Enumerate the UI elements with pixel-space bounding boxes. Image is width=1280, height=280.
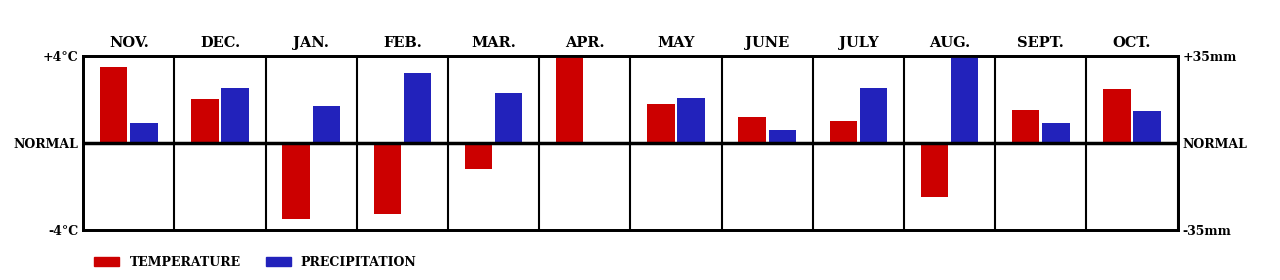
Bar: [283, 143, 310, 219]
Bar: [374, 143, 401, 214]
Bar: [829, 121, 858, 143]
Bar: [1103, 88, 1130, 143]
Bar: [403, 73, 431, 143]
Bar: [1012, 110, 1039, 143]
Bar: [191, 99, 219, 143]
Bar: [768, 130, 796, 143]
Bar: [312, 106, 340, 143]
Bar: [648, 104, 675, 143]
Bar: [1042, 123, 1070, 143]
Bar: [465, 143, 493, 169]
Bar: [556, 56, 584, 143]
Bar: [100, 67, 128, 143]
Bar: [677, 98, 705, 143]
Bar: [221, 88, 248, 143]
Bar: [495, 93, 522, 143]
Bar: [860, 88, 887, 143]
Bar: [131, 123, 157, 143]
Bar: [951, 56, 978, 143]
Bar: [1133, 111, 1161, 143]
Legend: TEMPERATURE, PRECIPITATION: TEMPERATURE, PRECIPITATION: [90, 251, 421, 274]
Bar: [920, 143, 948, 197]
Bar: [739, 117, 765, 143]
